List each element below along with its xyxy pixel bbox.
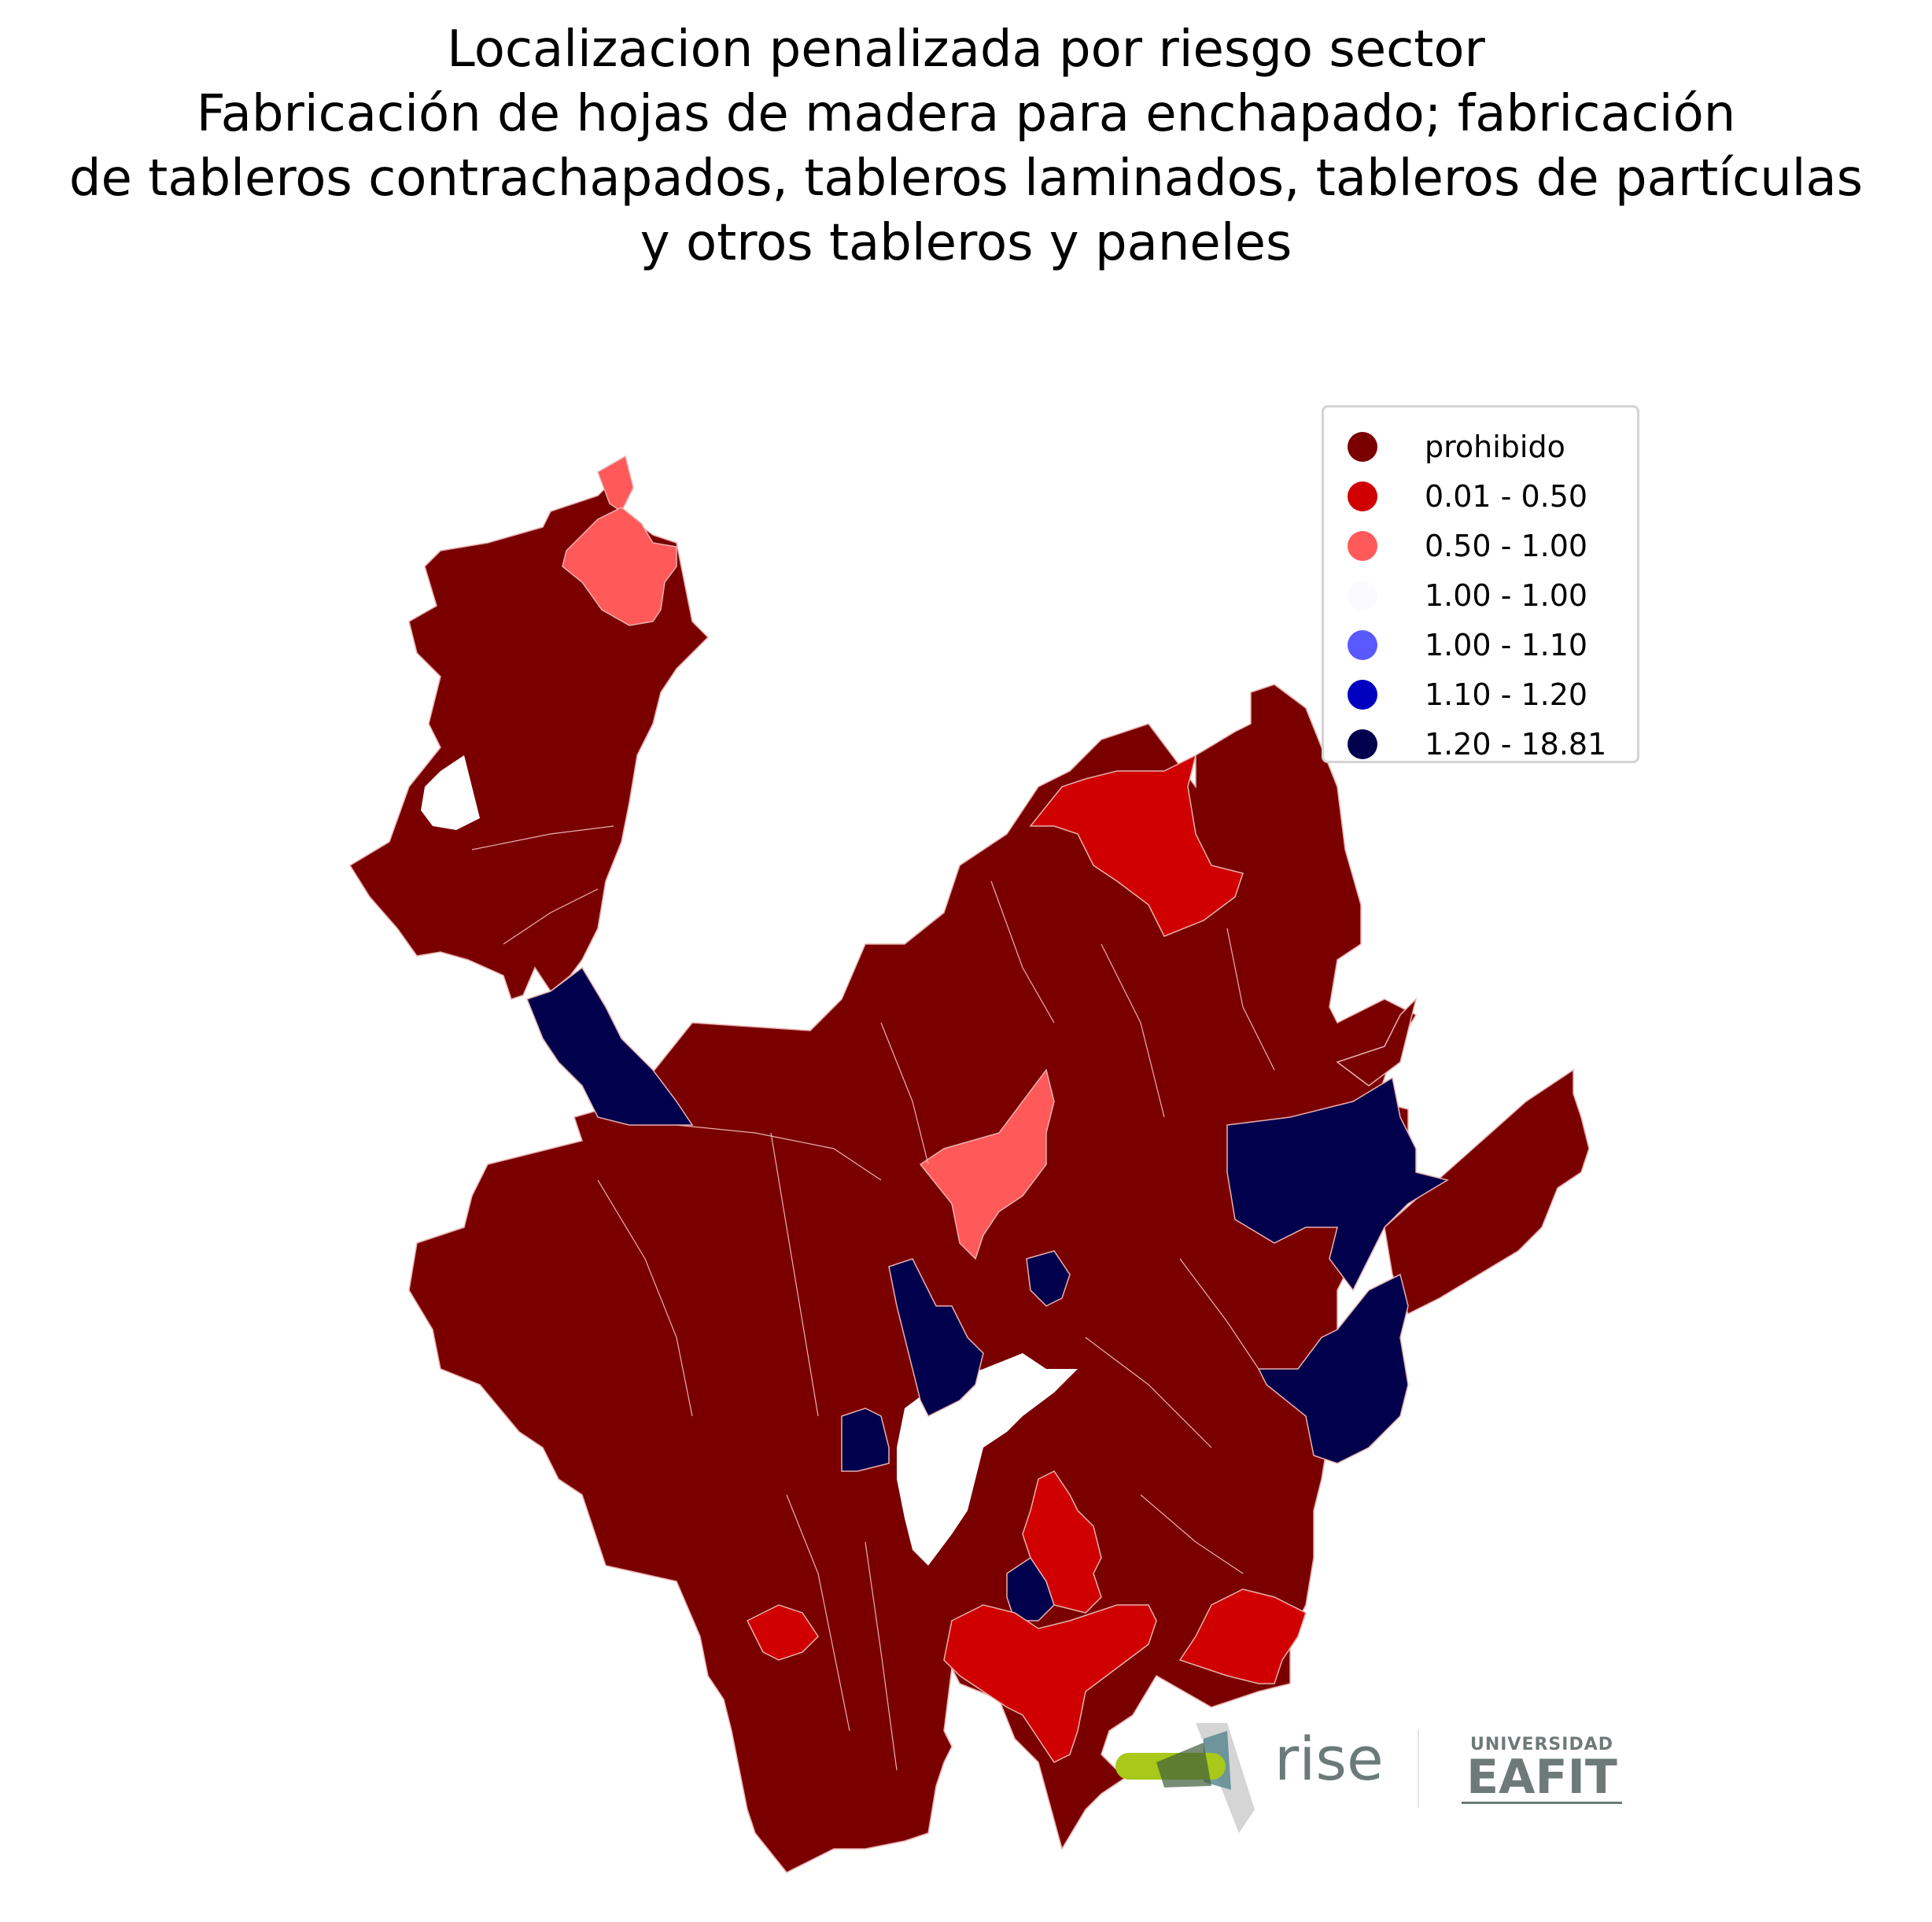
eafit-logo-underline (1462, 1802, 1622, 1804)
eafit-logo-main-text: EAFIT (1466, 1750, 1617, 1805)
region-magdalena-medio (1384, 1068, 1590, 1315)
logo-divider (1418, 1729, 1419, 1808)
legend-label-1.10-1.20: 1.10 - 1.20 (1425, 677, 1588, 712)
eafit-logo-top-text: UNIVERSIDAD (1469, 1735, 1614, 1754)
region-red-south-central (1022, 1470, 1102, 1614)
title-line-3: de tableros contrachapados, tableros lam… (68, 149, 1864, 208)
legend-label-1.00-1.00: 1.00 - 1.00 (1425, 578, 1588, 613)
title-line-2: Fabricación de hojas de madera para ench… (196, 85, 1736, 143)
legend-swatch-0.50-1.00 (1348, 531, 1377, 561)
region-navy-magdalena (1257, 1273, 1409, 1464)
legend-swatch-1.00-1.00 (1348, 581, 1377, 611)
legend-swatch-1.00-1.10 (1348, 630, 1377, 660)
legend-swatch-0.01-0.50 (1348, 481, 1377, 511)
legend-label-0.50-1.00: 0.50 - 1.00 (1425, 529, 1588, 563)
legend-item-0.50-1.00: 0.50 - 1.00 (1348, 522, 1587, 570)
municipality-borders (471, 825, 1275, 1771)
legend-item-1.20-18.81: 1.20 - 18.81 (1348, 721, 1606, 768)
legend-swatch-1.20-18.81 (1348, 729, 1377, 759)
region-navy-central-2 (1026, 1250, 1071, 1307)
region-red-north (1029, 754, 1244, 937)
map-title: Localizacion penalizada por riesgo secto… (0, 17, 1932, 275)
title-line-4: y otros tableros y paneles (640, 214, 1292, 272)
legend-item-1.00-1.00: 1.00 - 1.00 (1348, 572, 1587, 619)
legend-item-0.01-0.50: 0.01 - 0.50 (1348, 473, 1587, 520)
region-navy-east (1226, 1076, 1449, 1292)
title-line-1: Localizacion penalizada por riesgo secto… (447, 20, 1485, 79)
legend-item-1.00-1.10: 1.00 - 1.10 (1348, 622, 1587, 669)
gulf-of-uraba (421, 755, 480, 830)
legend-label-prohibido: prohibido (1425, 430, 1565, 464)
legend-swatch-prohibido (1348, 432, 1377, 462)
legend-item-1.10-1.20: 1.10 - 1.20 (1348, 671, 1587, 718)
region-red-south (943, 1604, 1157, 1763)
legend-item-prohibido: prohibido (1348, 423, 1565, 470)
legend: prohibido 0.01 - 0.50 0.50 - 1.00 1.00 -… (1322, 405, 1639, 763)
rise-logo: rise (1115, 1723, 1384, 1833)
rise-logo-text: rise (1274, 1724, 1384, 1794)
region-red-southwest (746, 1604, 819, 1661)
region-north-tip (597, 455, 634, 513)
region-red-southeast (1178, 1588, 1307, 1684)
legend-label-0.01-0.50: 0.01 - 0.50 (1425, 479, 1588, 514)
region-navy-northwest (526, 966, 694, 1126)
legend-label-1.00-1.10: 1.00 - 1.10 (1425, 628, 1588, 662)
region-necocli (562, 507, 677, 626)
region-northeast (1336, 997, 1418, 1086)
region-navy-west (841, 1407, 890, 1472)
region-lightred-central (919, 1068, 1055, 1260)
legend-swatch-1.10-1.20 (1348, 680, 1377, 710)
legend-label-1.20-18.81: 1.20 - 18.81 (1425, 727, 1607, 762)
rise-logo-mark-dark (1156, 1743, 1211, 1787)
region-navy-central-1 (888, 1258, 984, 1418)
eafit-logo: UNIVERSIDAD EAFIT (1455, 1735, 1628, 1804)
